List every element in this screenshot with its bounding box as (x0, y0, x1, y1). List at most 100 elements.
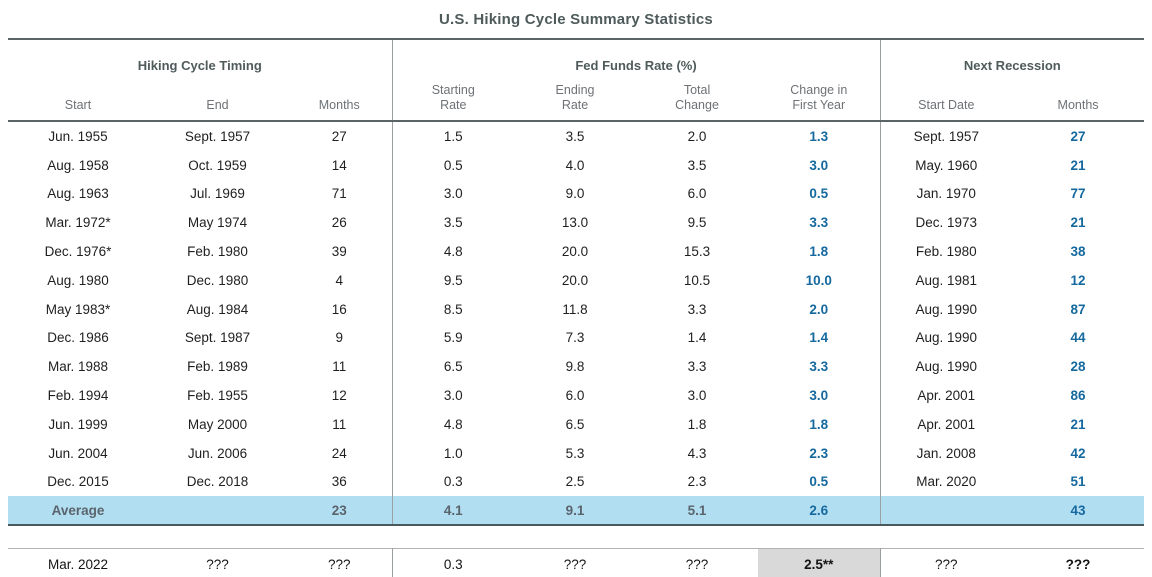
table-row: Mar. 1988 Feb. 1989 11 6.5 9.8 3.3 3.3 A… (8, 352, 1144, 382)
cell-end: Feb. 1980 (187, 244, 248, 260)
cell-months: 12 (287, 381, 393, 410)
cell-months: 23 (287, 496, 393, 527)
cell-change-first-year: 0.5 (758, 179, 881, 209)
cell-recession-start: Jan. 1970 (916, 186, 976, 202)
summary-table: Hiking Cycle Timing Fed Funds Rate (%) N… (8, 38, 1145, 527)
cell-end: Aug. 1984 (186, 301, 249, 317)
table-row: Jun. 1955 Sept. 1957 27 1.5 3.5 2.0 1.3 … (8, 121, 1144, 151)
cell-change-first-year: 2.0 (758, 294, 881, 324)
cell-recession-months: 38 (1070, 244, 1086, 260)
cell-recession-months: 27 (1070, 128, 1086, 144)
group-header-next-recession: Next Recession (963, 58, 1061, 73)
table-row: Aug. 1963 Jul. 1969 71 3.0 9.0 6.0 0.5 J… (8, 179, 1144, 209)
cell-recession-months: 21 (1070, 416, 1086, 432)
table-row: Aug. 1980 Dec. 1980 4 9.5 20.0 10.5 10.0… (8, 265, 1144, 295)
cell-recession-months: 28 (1070, 359, 1086, 375)
cell-total-change: 2.3 (687, 474, 707, 490)
cell-start: Jun. 2004 (48, 445, 108, 461)
cell-change-first-year: 0.5 (758, 467, 881, 497)
cell-months: 16 (287, 294, 393, 324)
column-header-start: Start (8, 73, 148, 122)
cell-total-change: 3.0 (687, 388, 707, 404)
cell-recession-start: Aug. 1990 (915, 301, 978, 317)
cell-recession-months: 12 (1070, 272, 1086, 288)
cell-recession-start: Sept. 1957 (913, 128, 979, 144)
cell-change-first-year: 3.0 (758, 150, 881, 180)
cell-total-change: 10.5 (683, 272, 711, 288)
cell-total-change: 6.0 (687, 186, 707, 202)
cell-ending-rate: ??? (563, 556, 587, 572)
column-header-total-change: Total Change (636, 73, 759, 122)
cell-ending-rate: 9.1 (514, 496, 637, 527)
cell-recession-months: 44 (1070, 330, 1086, 346)
cell-recession-start: Mar. 2020 (916, 474, 977, 490)
cell-change-first-year: 1.4 (758, 323, 881, 353)
cell-total-change: 1.4 (687, 330, 707, 346)
cell-months: 14 (287, 150, 393, 180)
cell-recession-start: May. 1960 (915, 157, 978, 173)
cell-change-first-year: 1.3 (758, 121, 881, 151)
cell-end: Jul. 1969 (190, 186, 245, 202)
cell-recession-start: Aug. 1990 (915, 359, 978, 375)
cell-recession-start: Apr. 2001 (917, 388, 976, 404)
cell-recession-start: ??? (934, 556, 958, 572)
cell-end: Dec. 2018 (186, 474, 249, 490)
cell-end: Feb. 1955 (187, 388, 248, 404)
cell-recession-months: 43 (1012, 496, 1145, 527)
cell-change-first-year: 2.6 (758, 496, 881, 527)
cell-end: Oct. 1959 (188, 157, 247, 173)
cell-end (148, 496, 287, 527)
cell-start: Aug. 1980 (47, 272, 109, 288)
column-header-change-first-year: Change in First Year (758, 73, 881, 122)
cell-start: Dec. 1976* (44, 244, 112, 260)
cell-end: May 1974 (187, 215, 248, 231)
cell-total-change: 9.5 (687, 215, 707, 231)
cell-starting-rate: 3.0 (443, 186, 463, 202)
cell-start: May 1983* (45, 301, 111, 317)
cell-total-change: 2.0 (687, 128, 707, 144)
cell-recession-months: 21 (1070, 157, 1086, 173)
cell-starting-rate: 1.5 (443, 128, 463, 144)
cell-starting-rate: 9.5 (443, 272, 463, 288)
cell-starting-rate: 0.3 (443, 556, 463, 572)
current-cycle-row: Mar. 2022 ??? ??? 0.3 ??? ??? 2.5** ??? … (8, 548, 1144, 577)
cell-recession-start: Aug. 1990 (915, 330, 978, 346)
cell-total-change: ??? (685, 556, 709, 572)
cell-recession-start: Feb. 1980 (915, 244, 977, 260)
table-row: Dec. 2015 Dec. 2018 36 0.3 2.5 2.3 0.5 M… (8, 467, 1144, 497)
cell-ending-rate: 5.3 (565, 445, 585, 461)
cell-end: Jun. 2006 (187, 445, 248, 461)
cell-ending-rate: 9.8 (565, 359, 585, 375)
cell-starting-rate: 1.0 (443, 445, 463, 461)
cell-months: 39 (287, 237, 393, 266)
cell-ending-rate: 13.0 (561, 215, 589, 231)
cell-recession-months: 87 (1070, 301, 1086, 317)
cell-starting-rate: 6.5 (443, 359, 463, 375)
cell-starting-rate: 0.3 (443, 474, 463, 490)
cell-ending-rate: 20.0 (561, 244, 589, 260)
table-row: Feb. 1994 Feb. 1955 12 3.0 6.0 3.0 3.0 A… (8, 381, 1144, 410)
cell-start: Aug. 1963 (47, 186, 109, 202)
cell-months: 11 (287, 409, 393, 439)
cell-months: 24 (287, 438, 393, 468)
cell-starting-rate: 3.0 (443, 388, 463, 404)
cell-total-change: 5.1 (636, 496, 759, 527)
cell-change-first-year: 3.3 (758, 208, 881, 238)
cell-months: ??? (287, 548, 393, 577)
column-header-months: Months (287, 73, 393, 122)
cell-start: Dec. 1986 (47, 330, 109, 346)
cell-ending-rate: 20.0 (561, 272, 589, 288)
cell-months: 26 (287, 208, 393, 238)
column-header-recession-months: Months (1012, 73, 1145, 122)
cell-ending-rate: 3.5 (565, 128, 585, 144)
cell-starting-rate: 5.9 (443, 330, 463, 346)
table-row: Dec. 1986 Sept. 1987 9 5.9 7.3 1.4 1.4 A… (8, 323, 1144, 353)
cell-start: Feb. 1994 (47, 388, 109, 404)
cell-change-first-year: 1.8 (758, 409, 881, 439)
cell-recession-months: 51 (1070, 474, 1086, 490)
cell-months: 9 (287, 323, 393, 353)
cell-change-first-year: 3.3 (758, 352, 881, 382)
column-header-end: End (148, 73, 287, 122)
average-row: Average 23 4.1 9.1 5.1 2.6 43 (8, 496, 1145, 527)
cell-change-first-year-highlighted: 2.5** (758, 548, 881, 577)
